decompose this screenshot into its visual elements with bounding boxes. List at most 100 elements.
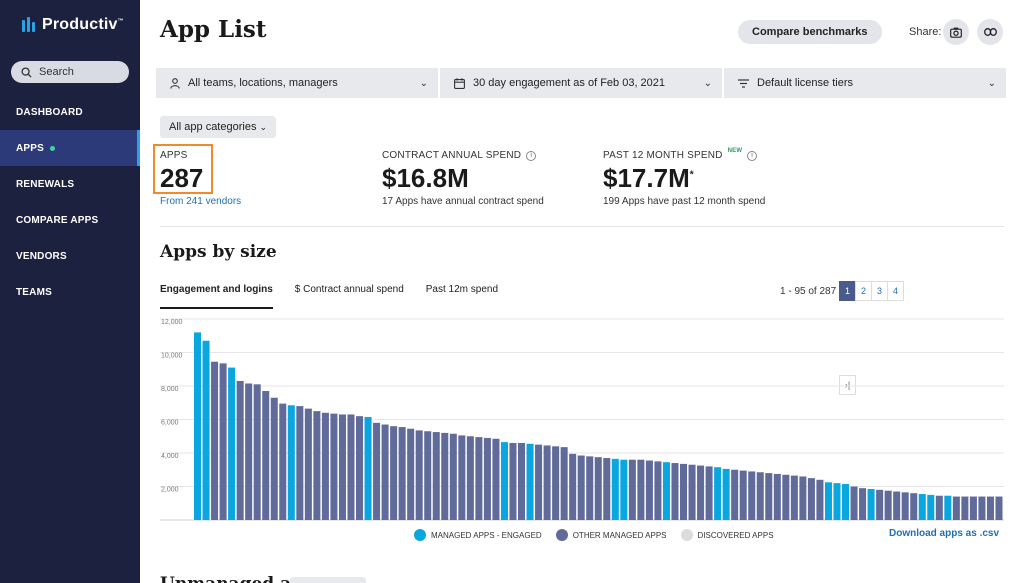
chart-bar[interactable] <box>330 413 338 520</box>
chart-bar[interactable] <box>458 435 466 520</box>
chart-bar[interactable] <box>799 476 807 520</box>
chart-bar[interactable] <box>901 492 909 520</box>
chart-bar[interactable] <box>756 472 764 520</box>
chart-bar[interactable] <box>407 428 415 520</box>
legend-item-engaged[interactable]: MANAGED APPS - ENGAGED <box>414 529 542 541</box>
chart-bar[interactable] <box>338 414 346 520</box>
chart-bar[interactable] <box>705 466 713 520</box>
chart-bar[interactable] <box>654 461 662 521</box>
chart-bar[interactable] <box>722 468 730 520</box>
chart-bar[interactable] <box>859 488 867 520</box>
chart-bar[interactable] <box>577 455 585 520</box>
info-icon[interactable]: i <box>526 150 537 161</box>
chart-bar[interactable] <box>364 416 372 520</box>
chart-bar[interactable] <box>483 437 491 520</box>
compare-benchmarks-button[interactable]: Compare benchmarks <box>738 20 882 44</box>
chart-bar[interactable] <box>321 412 329 520</box>
chart-bar[interactable] <box>296 406 304 520</box>
chart-bar[interactable] <box>842 483 850 520</box>
chart-bar[interactable] <box>236 380 244 520</box>
chart-bar[interactable] <box>415 430 423 520</box>
chart-bar[interactable] <box>492 438 500 520</box>
chart-bar[interactable] <box>449 433 457 520</box>
chart-bar[interactable] <box>441 432 449 520</box>
chart-bar[interactable] <box>211 361 219 520</box>
chart-bar[interactable] <box>304 408 312 520</box>
chart-bar[interactable] <box>356 416 364 520</box>
chart-bar[interactable] <box>918 494 926 520</box>
sidebar-item-renewals[interactable]: RENEWALS <box>0 166 140 202</box>
chart-bar[interactable] <box>509 442 517 520</box>
chart-bar[interactable] <box>270 397 278 520</box>
chart-bar[interactable] <box>824 482 832 520</box>
app-categories-dropdown[interactable]: All app categories ⌄ <box>160 116 276 138</box>
chart-bar[interactable] <box>731 469 739 520</box>
tab-engagement-logins[interactable]: Engagement and logins <box>160 284 273 309</box>
chart-bar[interactable] <box>714 467 722 520</box>
sidebar-item-compare-apps[interactable]: COMPARE APPS <box>0 202 140 238</box>
engagement-filter-dropdown[interactable]: 30 day engagement as of Feb 03, 2021 ⌄ <box>440 68 722 98</box>
chart-bar[interactable] <box>884 490 892 520</box>
chart-bar[interactable] <box>671 463 679 520</box>
page-4-button[interactable]: 4 <box>887 281 904 301</box>
chart-bar[interactable] <box>526 443 534 520</box>
tab-past-12m-spend[interactable]: Past 12m spend <box>425 284 499 295</box>
chart-bar[interactable] <box>424 431 432 520</box>
info-icon[interactable]: i <box>747 150 758 161</box>
chart-bar[interactable] <box>432 432 440 520</box>
chart-bar[interactable] <box>543 445 551 520</box>
last-page-button[interactable]: ›| <box>839 375 856 395</box>
chart-bar[interactable] <box>202 340 210 520</box>
chart-bar[interactable] <box>500 442 508 520</box>
chart-bar[interactable] <box>986 496 994 520</box>
chart-bar[interactable] <box>390 426 398 520</box>
chart-bar[interactable] <box>253 384 261 520</box>
sidebar-item-dashboard[interactable]: DASHBOARD <box>0 94 140 130</box>
chart-bar[interactable] <box>697 465 705 520</box>
chart-bar[interactable] <box>773 473 781 520</box>
chart-bar[interactable] <box>594 457 602 520</box>
chart-bar[interactable] <box>219 363 227 520</box>
chart-bar[interactable] <box>662 462 670 520</box>
chart-bar[interactable] <box>850 486 858 521</box>
chart-bar[interactable] <box>313 411 321 520</box>
chart-bar[interactable] <box>765 473 773 520</box>
chart-bar[interactable] <box>833 483 841 520</box>
sidebar-item-vendors[interactable]: VENDORS <box>0 238 140 274</box>
vendors-link[interactable]: From 241 vendors <box>160 196 242 207</box>
chart-bar[interactable] <box>569 453 577 520</box>
chart-bar[interactable] <box>535 444 543 521</box>
chart-bar[interactable] <box>560 447 568 520</box>
chart-bar[interactable] <box>893 491 901 520</box>
sidebar-item-teams[interactable]: TEAMS <box>0 274 140 310</box>
chart-bar[interactable] <box>978 496 986 520</box>
chart-bar[interactable] <box>373 422 381 520</box>
brand[interactable]: Productiv™ <box>22 16 124 34</box>
chart-bar[interactable] <box>194 332 202 520</box>
chart-bar[interactable] <box>466 436 474 520</box>
license-filter-dropdown[interactable]: Default license tiers ⌄ <box>724 68 1006 98</box>
link-share-button[interactable] <box>977 19 1003 45</box>
chart-bar[interactable] <box>279 403 287 520</box>
chart-bar[interactable] <box>910 493 918 520</box>
chart-bar[interactable] <box>867 489 875 520</box>
chart-bar[interactable] <box>952 496 960 520</box>
chart-bar[interactable] <box>969 496 977 520</box>
chart-bar[interactable] <box>228 367 236 520</box>
chart-bar[interactable] <box>586 456 594 520</box>
chart-bar[interactable] <box>739 470 747 520</box>
chart-bar[interactable] <box>262 391 270 520</box>
chart-bar[interactable] <box>475 437 483 520</box>
chart-bar[interactable] <box>645 460 653 520</box>
chart-bar[interactable] <box>287 405 295 520</box>
tab-contract-spend[interactable]: $ Contract annual spend <box>294 284 404 295</box>
chart-bar[interactable] <box>637 459 645 520</box>
teams-filter-dropdown[interactable]: All teams, locations, managers ⌄ <box>156 68 438 98</box>
page-1-button[interactable]: 1 <box>839 281 856 301</box>
chart-bar[interactable] <box>245 383 253 520</box>
download-csv-link[interactable]: Download apps as .csv <box>889 528 1000 539</box>
chart-bar[interactable] <box>816 479 824 520</box>
chart-bar[interactable] <box>961 496 969 520</box>
chart-bar[interactable] <box>628 459 636 520</box>
chart-bar[interactable] <box>935 495 943 520</box>
